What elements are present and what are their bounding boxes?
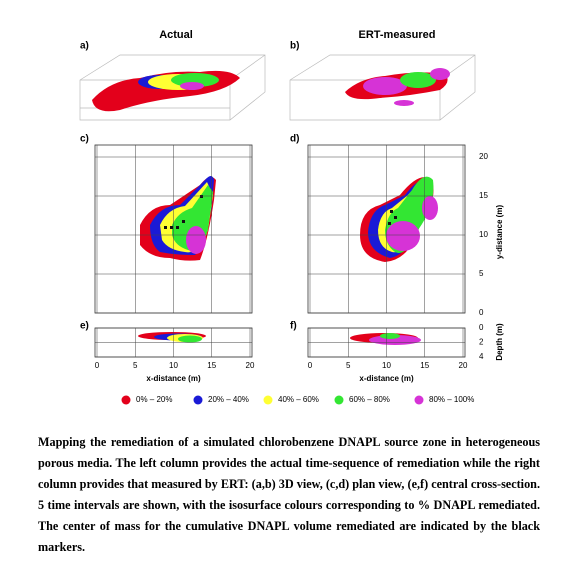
y-axis-label: y-distance (m) (495, 205, 504, 260)
x-tick-label: 0 (308, 361, 313, 370)
column-title: Actual (159, 29, 193, 41)
depth-tick-label: 2 (479, 338, 484, 347)
x-axis-label: x-distance (m) (359, 374, 414, 383)
x-tick-label: 5 (133, 361, 138, 370)
panel-label: a) (80, 41, 89, 52)
legend-swatch (263, 395, 273, 405)
y-tick-label: 20 (479, 152, 488, 161)
column-title: ERT-measured (358, 29, 435, 41)
legend-swatch (121, 395, 131, 405)
y-tick-label: 10 (479, 230, 488, 239)
legend-swatch (414, 395, 424, 405)
caption: Mapping the remediation of a simulated c… (38, 435, 540, 554)
x-tick-label: 0 (95, 361, 100, 370)
x-tick-label: 20 (459, 361, 468, 370)
panel-label: c) (80, 134, 89, 145)
depth-tick-label: 0 (479, 323, 484, 332)
y-tick-label: 5 (479, 269, 484, 278)
panel-label: b) (290, 41, 299, 52)
x-tick-label: 15 (207, 361, 216, 370)
panel-label: d) (290, 134, 299, 145)
legend-label: 60% – 80% (349, 395, 390, 404)
x-tick-label: 20 (246, 361, 255, 370)
plume-plan (140, 176, 438, 262)
x-axis-label: x-distance (m) (146, 374, 201, 383)
center-of-mass-marker (164, 195, 397, 229)
legend-label: 20% – 40% (208, 395, 249, 404)
x-tick-label: 15 (420, 361, 429, 370)
legend-label: 0% – 20% (136, 395, 172, 404)
x-tick-label: 10 (169, 361, 178, 370)
y-tick-label: 0 (479, 308, 484, 317)
y-tick-label: 15 (479, 191, 488, 200)
plume-section (138, 332, 421, 345)
plume-3d (92, 68, 450, 112)
depth-tick-label: 4 (479, 352, 484, 361)
legend-label: 80% – 100% (429, 395, 474, 404)
x-tick-label: 10 (382, 361, 391, 370)
panel-label: e) (80, 321, 89, 332)
figure: Actual ERT-measured a) b) c) d) e) f) (79, 29, 504, 405)
x-tick-label: 5 (346, 361, 351, 370)
panel-label: f) (290, 321, 297, 332)
depth-axis-label: Depth (m) (495, 323, 504, 361)
legend-swatch (334, 395, 344, 405)
legend-label: 40% – 60% (278, 395, 319, 404)
legend-swatch (193, 395, 203, 405)
